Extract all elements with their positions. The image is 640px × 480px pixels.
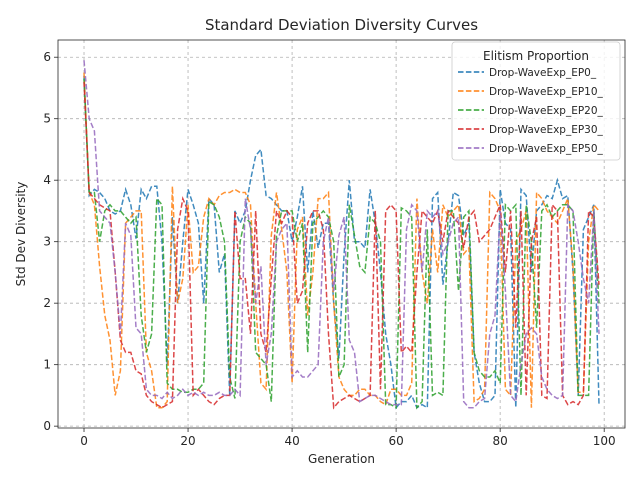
series-line-2 [83, 78, 600, 410]
x-tick-label: 0 [80, 434, 88, 448]
series-line-4 [83, 60, 600, 409]
y-tick-label: 4 [43, 173, 51, 187]
y-tick-label: 3 [43, 235, 51, 249]
legend: Elitism Proportion Drop-WaveExp_EP0_Drop… [451, 41, 621, 161]
x-tick-label: 80 [493, 434, 508, 448]
legend-box [451, 41, 621, 161]
grid [58, 40, 625, 428]
series-lines [83, 60, 600, 410]
x-tick-label: 40 [284, 434, 299, 448]
x-tick-label: 100 [593, 434, 616, 448]
y-tick-label: 0 [43, 419, 51, 433]
legend-label: Drop-WaveExp_EP20_ [489, 105, 604, 117]
legend-label: Drop-WaveExp_EP10_ [489, 86, 604, 98]
legend-label: Drop-WaveExp_EP50_ [489, 143, 604, 155]
y-tick-label: 5 [43, 112, 51, 126]
chart-title: Standard Deviation Diversity Curves [205, 16, 478, 34]
y-tick-label: 1 [43, 358, 51, 372]
legend-label: Drop-WaveExp_EP30_ [489, 124, 604, 136]
y-axis-title: Std Dev Diversity [14, 182, 28, 287]
legend-label: Drop-WaveExp_EP0_ [489, 67, 597, 79]
x-tick-label: 60 [388, 434, 403, 448]
series-line-1 [83, 72, 600, 409]
series-line-3 [83, 81, 600, 410]
x-tick-label: 20 [180, 434, 195, 448]
x-axis-title: Generation [308, 452, 375, 466]
y-tick-label: 2 [43, 296, 51, 310]
axis-ticks: 0 20 40 60 80 100 0 1 2 3 4 5 6 [43, 50, 615, 448]
plot-area-frame [57, 39, 626, 429]
legend-title: Elitism Proportion [483, 49, 589, 63]
legend-entries: Drop-WaveExp_EP0_ Drop-WaveExp_EP10_ Drop-… [458, 67, 604, 155]
y-tick-label: 6 [43, 50, 51, 64]
